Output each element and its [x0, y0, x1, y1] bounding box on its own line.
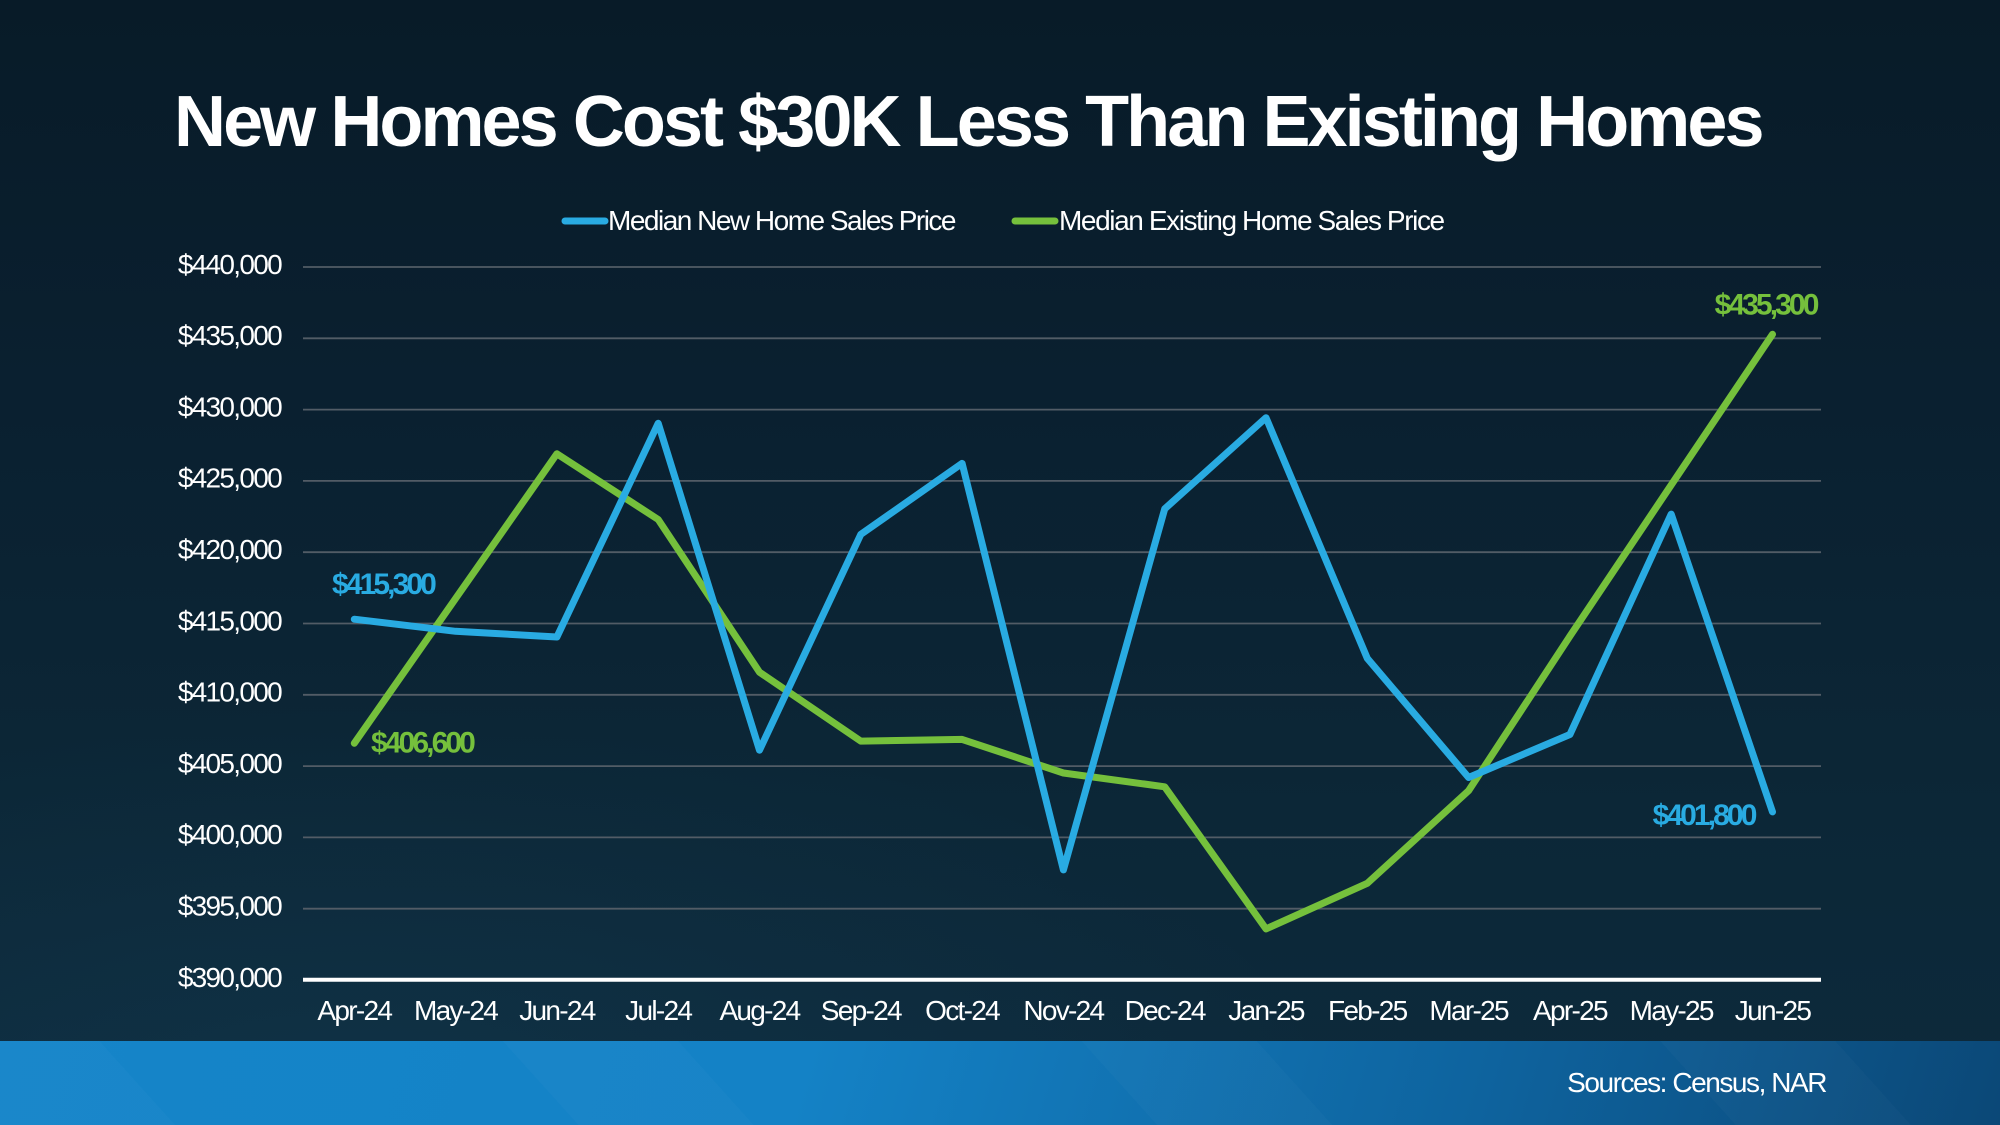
svg-text:$435,000: $435,000: [178, 320, 282, 351]
svg-text:Jun-24: Jun-24: [519, 995, 596, 1026]
svg-text:Apr-24: Apr-24: [317, 995, 392, 1026]
svg-text:$390,000: $390,000: [178, 962, 282, 993]
svg-text:Jan-25: Jan-25: [1228, 995, 1305, 1026]
svg-text:Jul-24: Jul-24: [625, 995, 692, 1026]
svg-text:$400,000: $400,000: [178, 819, 282, 850]
svg-text:Jun-25: Jun-25: [1735, 995, 1812, 1026]
svg-text:$401,800: $401,800: [1653, 799, 1757, 832]
svg-text:$406,600: $406,600: [371, 727, 475, 760]
svg-text:$435,300: $435,300: [1715, 289, 1819, 322]
svg-text:May-25: May-25: [1630, 995, 1714, 1026]
svg-text:Apr-25: Apr-25: [1533, 995, 1608, 1026]
svg-text:Aug-24: Aug-24: [719, 995, 800, 1026]
svg-text:Median New Home Sales Price: Median New Home Sales Price: [608, 205, 956, 236]
svg-text:$410,000: $410,000: [178, 677, 282, 708]
svg-text:$440,000: $440,000: [178, 249, 282, 280]
svg-text:Feb-25: Feb-25: [1328, 995, 1408, 1026]
svg-text:Oct-24: Oct-24: [925, 995, 1000, 1026]
svg-text:Mar-25: Mar-25: [1429, 995, 1509, 1026]
svg-text:Nov-24: Nov-24: [1023, 995, 1104, 1026]
svg-text:Sep-24: Sep-24: [821, 995, 902, 1026]
svg-text:$430,000: $430,000: [178, 391, 282, 422]
svg-text:$415,000: $415,000: [178, 605, 282, 636]
svg-text:May-24: May-24: [414, 995, 498, 1026]
svg-text:$420,000: $420,000: [178, 534, 282, 565]
svg-text:$395,000: $395,000: [178, 891, 282, 922]
svg-text:$415,300: $415,300: [332, 568, 436, 601]
svg-text:Dec-24: Dec-24: [1125, 995, 1206, 1026]
svg-text:$425,000: $425,000: [178, 463, 282, 494]
svg-text:Median Existing Home Sales Pri: Median Existing Home Sales Price: [1059, 205, 1445, 236]
svg-text:$405,000: $405,000: [178, 748, 282, 779]
